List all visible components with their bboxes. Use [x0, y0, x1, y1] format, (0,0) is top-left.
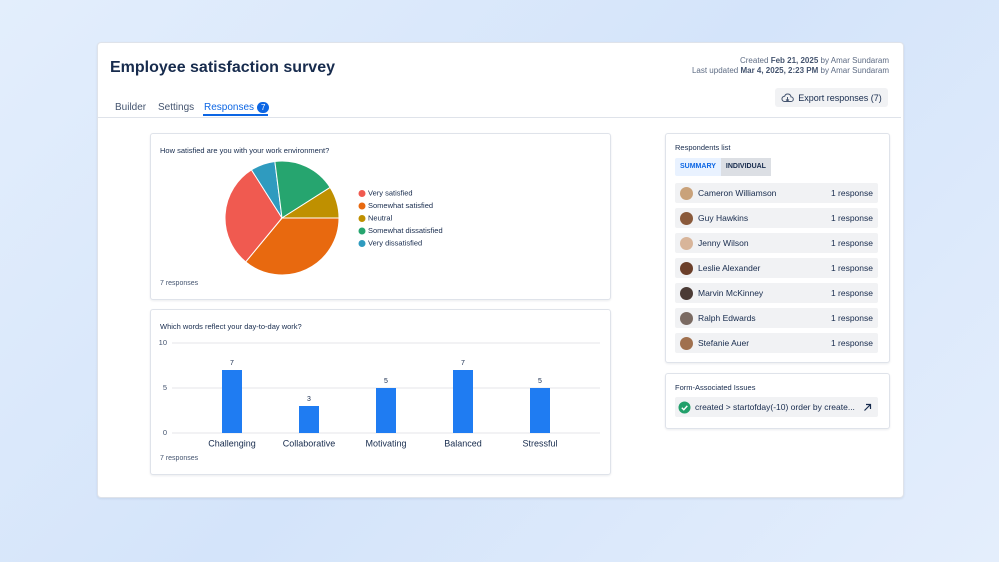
updated-meta: Last updated Mar 4, 2025, 2:23 PM by Ama… — [692, 66, 889, 75]
response-count: 1 response — [830, 338, 873, 348]
toggle-option[interactable]: SUMMARY — [680, 163, 716, 170]
updated-date: Mar 4, 2025, 2:23 PM — [740, 66, 819, 75]
avatar — [680, 211, 693, 225]
avatar — [680, 186, 693, 200]
respondent-name: Cameron Williamson — [698, 188, 777, 198]
respondent-name: Marvin McKinney — [698, 288, 764, 298]
respondent-row[interactable]: Cameron Williamson 1 response — [675, 183, 878, 203]
created-by: by Amar Sundaram — [820, 56, 889, 65]
created-date: Feb 21, 2025 — [770, 56, 819, 65]
check-icon — [678, 401, 691, 413]
respondent-row[interactable]: Jenny Wilson 1 response — [675, 233, 878, 253]
tab-label: Responses — [204, 102, 255, 113]
updated-by: by Amar Sundaram — [820, 66, 889, 75]
response-count: 1 response — [830, 238, 873, 248]
respondent-row[interactable]: Marvin McKinney 1 response — [675, 283, 878, 303]
cloud-icon — [781, 93, 795, 102]
page-title: Employee satisfaction survey — [110, 59, 335, 76]
tab[interactable]: Settings — [158, 102, 195, 113]
respondent-row[interactable]: Leslie Alexander 1 response — [675, 258, 878, 278]
avatar — [680, 336, 693, 350]
export-button[interactable]: Export responses (7) — [775, 88, 888, 107]
open-icon — [864, 403, 872, 411]
bar-card — [150, 309, 611, 475]
chart-title: How satisfied are you with your work env… — [160, 146, 330, 155]
tab-underline — [203, 114, 268, 116]
updated-label: Last updated — [691, 66, 739, 75]
avatar — [680, 261, 693, 275]
tab[interactable]: Responses 7 — [204, 102, 270, 113]
pie-card — [150, 133, 611, 300]
response-count: 1 response — [830, 213, 873, 223]
chart-title: Which words reflect your day-to-day work… — [160, 322, 302, 331]
avatar — [680, 236, 693, 250]
response-count: 1 response — [830, 288, 873, 298]
issue-query: created > startofday(-10) order by creat… — [695, 402, 855, 412]
avatar — [680, 311, 693, 325]
created-meta: Created Feb 21, 2025 by Amar Sundaram — [740, 56, 889, 65]
respondent-name: Jenny Wilson — [698, 238, 749, 248]
respondent-row[interactable]: Stefanie Auer 1 response — [675, 333, 878, 353]
chart-footnote: 7 responses — [160, 280, 199, 287]
tab-badge: 7 — [257, 102, 270, 113]
avatar — [680, 286, 693, 300]
respondent-name: Ralph Edwards — [698, 313, 756, 323]
tab[interactable]: Builder — [115, 102, 147, 113]
divider — [98, 117, 901, 118]
respondent-row[interactable]: Ralph Edwards 1 response — [675, 308, 878, 328]
toggle-option[interactable]: INDIVIDUAL — [720, 158, 771, 176]
issues-title: Form-Associated Issues — [675, 383, 756, 392]
respondent-row[interactable]: Guy Hawkins 1 response — [675, 208, 878, 228]
respondent-name: Stefanie Auer — [698, 338, 750, 348]
view-toggle: SUMMARY INDIVIDUAL — [675, 158, 771, 176]
respondent-name: Guy Hawkins — [698, 213, 749, 223]
created-label: Created — [739, 56, 769, 65]
response-count: 1 response — [830, 263, 873, 273]
issue-row[interactable]: created > startofday(-10) order by creat… — [675, 397, 878, 417]
respondent-name: Leslie Alexander — [698, 263, 761, 273]
response-count: 1 response — [830, 313, 873, 323]
response-count: 1 response — [830, 188, 873, 198]
export-label: Export responses (7) — [798, 92, 882, 103]
respondents-title: Respondents list — [675, 143, 731, 152]
chart-footnote: 7 responses — [160, 455, 199, 462]
